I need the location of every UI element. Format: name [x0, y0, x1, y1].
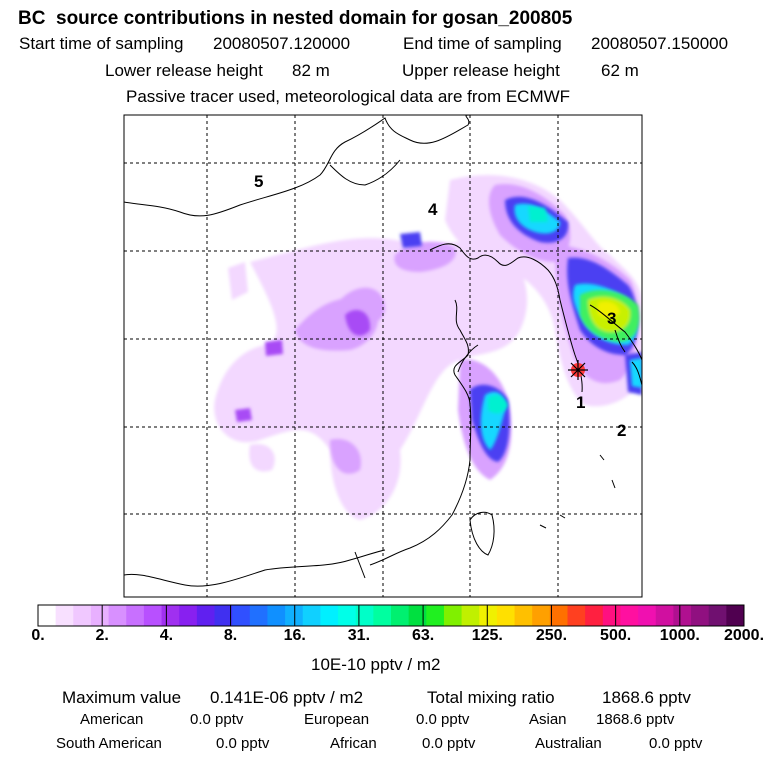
colorbar-tick-label: 1000.	[659, 627, 700, 644]
end-time-label: End time of sampling	[403, 34, 562, 53]
region-name: Asian	[529, 711, 567, 728]
colorbar-tick-label: 8.	[223, 627, 238, 644]
colorbar-cell	[461, 605, 480, 626]
colorbar-cell	[391, 605, 410, 626]
concentration-field	[214, 175, 642, 520]
colorbar-cell	[179, 605, 198, 626]
colorbar-tick-label: 63.	[411, 627, 435, 644]
total-mixing-label: Total mixing ratio	[427, 688, 555, 707]
colorbar-cell	[285, 605, 304, 626]
region-name: European	[304, 711, 370, 728]
region-value: 0.0 pptv	[416, 711, 470, 728]
map-title: BC source contributions in nested domain…	[18, 8, 573, 29]
region-value: 1868.6 pptv	[596, 711, 675, 728]
colorbar-cell	[567, 605, 586, 626]
colorbar-cell	[55, 605, 74, 626]
colorbar-cell	[655, 605, 674, 626]
colorbar-cell	[532, 605, 551, 626]
colorbar-cell	[143, 605, 163, 626]
region-label-3: 3	[607, 309, 617, 328]
colorbar-tick-label: 0.	[31, 627, 45, 644]
tracer-note: Passive tracer used, meteorological data…	[126, 87, 571, 106]
region-name: American	[80, 711, 144, 728]
colorbar-cell	[302, 605, 321, 626]
start-time-value: 20080507.120000	[213, 34, 351, 53]
colorbar-tick-label: 4.	[159, 627, 174, 644]
colorbar-cell	[90, 605, 110, 626]
region-name: South American	[56, 735, 162, 752]
colorbar-cell	[214, 605, 233, 626]
colorbar-unit: 10E-10 pptv / m2	[311, 655, 441, 674]
colorbar-cell	[73, 605, 92, 626]
colorbar-cell	[585, 605, 604, 626]
lat-lon-grid	[124, 115, 642, 597]
colorbar-cell	[161, 605, 180, 626]
colorbar-tick-label: 2.	[95, 627, 109, 644]
colorbar-cell	[408, 605, 427, 626]
colorbar-tick-label: 125.	[471, 627, 503, 644]
colorbar-cell	[673, 605, 692, 626]
colorbar-cell	[496, 605, 516, 626]
colorbar-cell	[638, 605, 657, 626]
coastlines	[124, 115, 642, 587]
colorbar-tick-label: 16.	[283, 627, 306, 644]
region-value: 0.0 pptv	[216, 735, 270, 752]
start-time-label: Start time of sampling	[19, 34, 184, 53]
colorbar-cell	[726, 605, 745, 626]
region-value: 0.0 pptv	[422, 735, 476, 752]
colorbar-cell	[443, 605, 463, 626]
colorbar-cell	[126, 605, 145, 626]
map-frame	[123, 114, 643, 598]
colorbar-cell	[373, 605, 392, 626]
region-value: 0.0 pptv	[649, 735, 703, 752]
region-label-5: 5	[254, 172, 264, 191]
receptor-star-icon	[568, 360, 588, 380]
lower-release-value: 82 m	[292, 61, 330, 80]
region-label-2: 2	[617, 421, 627, 440]
colorbar-cell	[602, 605, 621, 626]
upper-release-label: Upper release height	[402, 61, 560, 80]
end-time-value: 20080507.150000	[591, 34, 729, 53]
colorbar-tick-label: 250.	[535, 627, 568, 644]
region-name: African	[330, 735, 377, 752]
lower-release-label: Lower release height	[105, 61, 263, 80]
colorbar-cell	[320, 605, 339, 626]
colorbar-cell	[549, 605, 568, 626]
region-name: Australian	[535, 735, 602, 752]
upper-release-value: 62 m	[601, 61, 639, 80]
total-mixing-value: 1868.6 pptv	[602, 688, 691, 707]
region-value: 0.0 pptv	[190, 711, 244, 728]
colorbar-cell	[338, 605, 357, 626]
colorbar-tick-label: 2000.	[723, 627, 765, 644]
max-value: 0.141E-06 pptv / m2	[210, 688, 364, 707]
region-label-1: 1	[576, 393, 586, 412]
colorbar-cell	[479, 605, 498, 626]
colorbar-cell	[620, 605, 639, 626]
max-value-label: Maximum value	[62, 688, 182, 707]
colorbar-cell	[355, 605, 374, 626]
colorbar-tick-label: 31.	[347, 627, 371, 644]
colorbar-cell	[232, 605, 251, 626]
colorbar-cell	[196, 605, 215, 626]
region-label-4: 4	[428, 200, 438, 219]
colorbar-cell	[108, 605, 127, 626]
colorbar-cell	[249, 605, 268, 626]
colorbar-cell	[708, 605, 727, 626]
colorbar-cell	[38, 605, 57, 626]
colorbar-cell	[267, 605, 286, 626]
colorbar-cell	[514, 605, 533, 626]
colorbar-cell	[691, 605, 710, 626]
colorbar-tick-label: 500.	[600, 627, 632, 644]
colorbar-cell	[426, 605, 445, 626]
